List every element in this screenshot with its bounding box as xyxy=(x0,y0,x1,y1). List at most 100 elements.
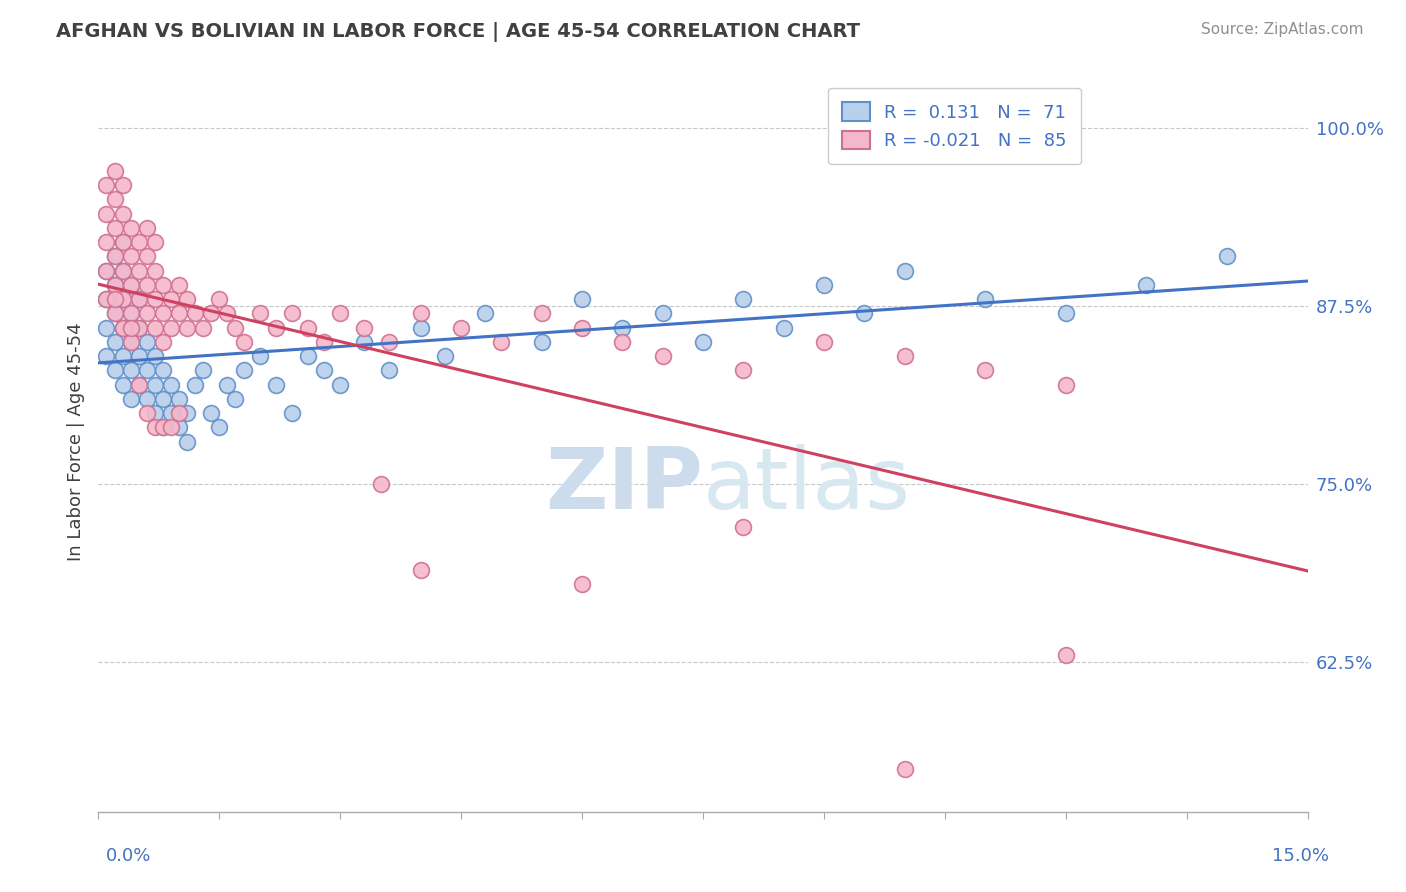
Point xyxy=(111,377,134,392)
Text: ZIP: ZIP xyxy=(546,444,703,527)
Point xyxy=(135,334,157,349)
Point xyxy=(249,349,271,363)
Point xyxy=(120,306,142,320)
Point xyxy=(281,306,304,320)
Point xyxy=(96,292,118,306)
Point xyxy=(128,377,150,392)
Point xyxy=(111,235,134,250)
Point xyxy=(264,377,287,392)
Point xyxy=(152,420,174,434)
Point xyxy=(143,349,166,363)
Point xyxy=(103,306,125,320)
Point xyxy=(974,363,997,377)
Point xyxy=(1216,249,1239,264)
Point xyxy=(353,334,375,349)
Point xyxy=(128,263,150,277)
Point xyxy=(111,320,134,334)
Point xyxy=(160,420,183,434)
Point xyxy=(612,334,634,349)
Point xyxy=(103,249,125,264)
Point xyxy=(135,249,157,264)
Point xyxy=(733,520,755,534)
Point xyxy=(409,563,432,577)
Point xyxy=(128,320,150,334)
Point xyxy=(893,762,915,776)
Point xyxy=(103,277,125,292)
Point xyxy=(135,363,157,377)
Point xyxy=(772,320,794,334)
Point xyxy=(111,292,134,306)
Point xyxy=(152,363,174,377)
Point xyxy=(103,306,125,320)
Point xyxy=(96,235,118,250)
Point xyxy=(111,263,134,277)
Point xyxy=(120,392,142,406)
Point xyxy=(193,320,215,334)
Point xyxy=(377,334,399,349)
Point xyxy=(135,277,157,292)
Point xyxy=(128,320,150,334)
Point xyxy=(491,334,513,349)
Point xyxy=(1054,377,1077,392)
Point xyxy=(120,277,142,292)
Point xyxy=(1135,277,1157,292)
Point xyxy=(128,377,150,392)
Text: atlas: atlas xyxy=(703,444,911,527)
Point xyxy=(232,334,254,349)
Point xyxy=(297,349,319,363)
Point xyxy=(160,320,183,334)
Point xyxy=(329,377,352,392)
Point xyxy=(329,306,352,320)
Point xyxy=(103,164,125,178)
Point xyxy=(120,363,142,377)
Text: 0.0%: 0.0% xyxy=(105,847,150,865)
Point xyxy=(160,406,183,420)
Point xyxy=(176,320,198,334)
Point xyxy=(111,320,134,334)
Point xyxy=(853,306,876,320)
Point xyxy=(370,477,392,491)
Y-axis label: In Labor Force | Age 45-54: In Labor Force | Age 45-54 xyxy=(66,322,84,561)
Point xyxy=(167,420,190,434)
Point xyxy=(530,334,553,349)
Point xyxy=(143,377,166,392)
Point xyxy=(103,193,125,207)
Point xyxy=(152,277,174,292)
Point xyxy=(571,577,593,591)
Point xyxy=(120,221,142,235)
Point xyxy=(152,334,174,349)
Point xyxy=(128,292,150,306)
Point xyxy=(111,178,134,193)
Legend: R =  0.131   N =  71, R = -0.021   N =  85: R = 0.131 N = 71, R = -0.021 N = 85 xyxy=(828,87,1081,164)
Point xyxy=(111,349,134,363)
Point xyxy=(167,406,190,420)
Point xyxy=(249,306,271,320)
Point xyxy=(103,363,125,377)
Point xyxy=(96,207,118,221)
Point xyxy=(224,320,246,334)
Point xyxy=(692,334,714,349)
Point xyxy=(152,392,174,406)
Point xyxy=(111,207,134,221)
Point xyxy=(96,292,118,306)
Point xyxy=(893,349,915,363)
Point xyxy=(651,306,673,320)
Point xyxy=(530,306,553,320)
Point xyxy=(128,349,150,363)
Point xyxy=(120,277,142,292)
Point xyxy=(200,306,222,320)
Point xyxy=(111,320,134,334)
Point xyxy=(612,320,634,334)
Point xyxy=(135,221,157,235)
Point xyxy=(176,292,198,306)
Point xyxy=(200,406,222,420)
Point xyxy=(297,320,319,334)
Point xyxy=(120,320,142,334)
Point xyxy=(143,420,166,434)
Point xyxy=(450,320,472,334)
Point xyxy=(217,306,239,320)
Point xyxy=(184,377,207,392)
Point xyxy=(232,363,254,377)
Point xyxy=(152,306,174,320)
Point xyxy=(96,178,118,193)
